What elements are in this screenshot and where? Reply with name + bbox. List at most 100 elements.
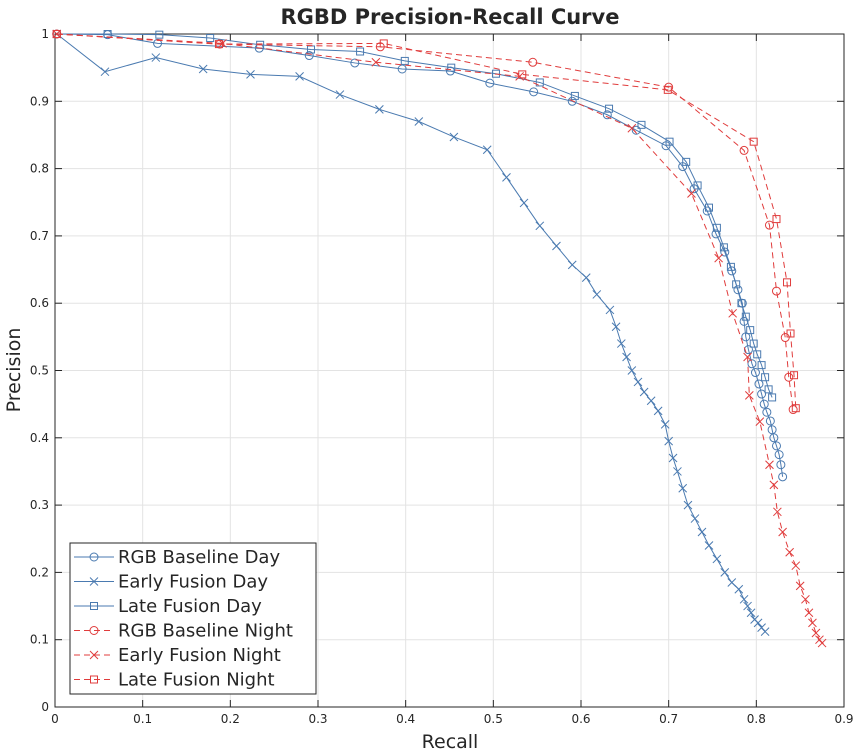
data-point-rgb-baseline-day	[733, 285, 743, 295]
data-point-late-fusion-night	[379, 39, 388, 48]
data-point-late-fusion-day	[726, 262, 735, 271]
data-point-late-fusion-day	[764, 385, 773, 394]
series-rgb-baseline-night	[52, 29, 798, 415]
legend-marker	[89, 577, 99, 586]
x-tick-label: 0.8	[747, 712, 766, 726]
data-point-late-fusion-day	[704, 203, 713, 212]
data-point-late-fusion-day	[741, 312, 750, 321]
x-tick-label: 0.5	[484, 712, 503, 726]
data-point-rgb-baseline-night	[764, 220, 774, 230]
data-point-late-fusion-day	[732, 280, 741, 289]
y-tick-label: 0.9	[30, 94, 49, 108]
x-tick-label: 0.3	[308, 712, 327, 726]
data-point-rgb-baseline-day	[750, 368, 760, 378]
series-line-rgb-baseline-day	[56, 33, 784, 477]
legend-marker	[89, 650, 99, 660]
legend: RGB Baseline Day Early Fusion Day Late Fus…	[69, 542, 317, 695]
data-point-early-fusion-night	[811, 628, 821, 638]
x-tick-label: 0.1	[133, 712, 152, 726]
data-point-late-fusion-day	[757, 361, 766, 370]
data-point-rgb-baseline-day	[602, 110, 612, 120]
data-point-early-fusion-day	[760, 627, 770, 636]
y-tick-label: 0.5	[30, 364, 49, 378]
data-point-late-fusion-day	[605, 104, 614, 113]
data-point-early-fusion-day	[734, 584, 744, 594]
data-point-rgb-baseline-day	[567, 96, 577, 106]
legend-label: Early Fusion Day	[118, 572, 268, 593]
legend-label: Late Fusion Day	[118, 596, 262, 617]
series-early-fusion-night	[52, 29, 827, 648]
data-point-early-fusion-day	[753, 618, 763, 628]
data-point-early-fusion-day	[697, 527, 707, 537]
data-point-late-fusion-day	[682, 157, 691, 166]
data-point-early-fusion-day	[660, 419, 670, 429]
data-point-late-fusion-night	[791, 404, 800, 413]
data-point-rgb-baseline-night	[788, 405, 798, 415]
data-point-late-fusion-day	[712, 223, 721, 232]
data-point-rgb-baseline-day	[747, 359, 757, 369]
series-rgb-baseline-day	[52, 29, 788, 482]
data-point-rgb-baseline-day	[304, 51, 314, 61]
data-point-rgb-baseline-day	[631, 125, 641, 135]
data-point-early-fusion-day	[611, 322, 621, 332]
data-point-early-fusion-day	[727, 578, 737, 587]
data-point-early-fusion-day	[502, 172, 511, 182]
data-point-early-fusion-day	[519, 198, 529, 208]
data-point-late-fusion-day	[768, 393, 777, 402]
data-point-early-fusion-night	[817, 638, 827, 648]
data-point-rgb-baseline-day	[529, 87, 539, 97]
data-point-late-fusion-night	[663, 85, 672, 94]
data-point-late-fusion-day	[746, 326, 755, 335]
data-point-rgb-baseline-day	[776, 460, 786, 470]
data-point-early-fusion-day	[668, 453, 678, 463]
axis-ticks: 0 0.1 0.2 0.3 0.4 0.5 0.6 0.7 0.8 0.9 0 0.1 0.2 0.3 0.…	[30, 27, 854, 726]
y-tick-label: 0.1	[30, 633, 49, 647]
data-point-early-fusion-day	[622, 352, 631, 362]
data-point-late-fusion-day	[206, 34, 215, 43]
x-tick-label: 0.6	[571, 712, 590, 726]
legend-entry-early-fusion-night: Early Fusion Night	[74, 645, 281, 666]
data-point-early-fusion-night	[627, 123, 637, 133]
data-point-early-fusion-day	[627, 366, 637, 375]
data-point-rgb-baseline-night	[528, 57, 538, 67]
y-tick-label: 0.3	[30, 498, 49, 512]
data-point-early-fusion-day	[335, 90, 345, 99]
data-point-early-fusion-night	[785, 547, 795, 557]
data-point-rgb-baseline-day	[771, 441, 781, 451]
data-point-early-fusion-day	[605, 305, 615, 315]
data-point-late-fusion-day	[749, 339, 758, 348]
legend-marker	[89, 626, 99, 635]
legend-label: Late Fusion Night	[118, 670, 275, 691]
data-point-late-fusion-night	[52, 30, 61, 38]
y-tick-label: 0.4	[30, 431, 49, 445]
x-tick-label: 0.2	[221, 712, 240, 726]
data-point-early-fusion-day	[712, 554, 722, 564]
data-point-rgb-baseline-day	[769, 433, 779, 443]
data-point-early-fusion-day	[414, 117, 424, 126]
y-tick-label: 0	[41, 700, 49, 714]
data-point-late-fusion-night	[786, 329, 795, 338]
data-point-early-fusion-day	[633, 377, 643, 387]
data-point-early-fusion-night	[769, 480, 779, 490]
data-point-early-fusion-night	[743, 352, 752, 362]
data-point-rgb-baseline-day	[397, 64, 407, 74]
y-tick-label: 0.8	[30, 162, 49, 176]
data-point-late-fusion-night	[749, 137, 758, 146]
data-point-late-fusion-night	[790, 371, 799, 380]
data-point-early-fusion-day	[449, 132, 459, 142]
data-point-late-fusion-night	[518, 70, 527, 79]
data-point-rgb-baseline-day	[720, 247, 730, 257]
data-point-early-fusion-day	[592, 290, 602, 299]
data-point-early-fusion-day	[678, 483, 688, 493]
data-point-rgb-baseline-day	[350, 58, 360, 68]
data-point-rgb-baseline-night	[739, 145, 749, 155]
data-point-late-fusion-day	[155, 30, 164, 39]
data-point-late-fusion-day	[535, 78, 544, 87]
data-point-late-fusion-day	[665, 137, 674, 146]
data-point-early-fusion-day	[295, 72, 304, 81]
x-tick-label: 0	[51, 712, 59, 726]
data-point-early-fusion-day	[581, 273, 591, 282]
data-point-late-fusion-night	[783, 278, 792, 287]
